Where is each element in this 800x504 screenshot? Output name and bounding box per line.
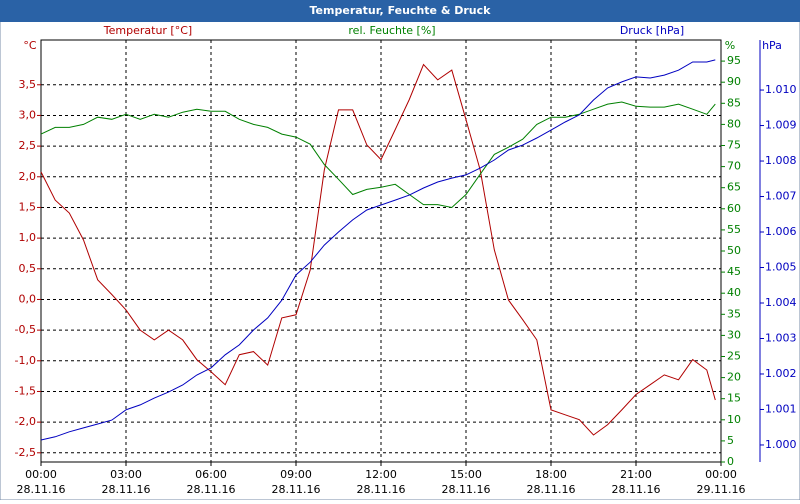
y2-tick-label: 25 (727, 350, 741, 363)
y2-tick-label: 10 (727, 413, 741, 426)
x-tick-label: 00:00 (25, 468, 57, 481)
x-tick-label: 06:00 (195, 468, 227, 481)
x-tick-date: 28.11.16 (187, 483, 236, 496)
y2-tick-label: 60 (727, 202, 741, 215)
y3-tick-label: 1.006 (765, 225, 797, 238)
y2-tick-label: 80 (727, 117, 741, 130)
y-tick-label: 1,0 (19, 231, 37, 244)
y-tick-label: 0,0 (19, 292, 37, 305)
y2-tick-label: 65 (727, 181, 741, 194)
y2-tick-label: 95 (727, 54, 741, 67)
x-tick-label: 15:00 (450, 468, 482, 481)
y-tick-label: -2,5 (15, 446, 36, 459)
title-bar (0, 0, 800, 22)
y2-tick-label: 55 (727, 223, 741, 236)
y2-tick-label: 70 (727, 160, 741, 173)
series-line (40, 101, 716, 209)
y-tick-label: 3,5 (19, 78, 37, 91)
y3-tick-label: 1.010 (765, 83, 797, 96)
x-tick-label: 12:00 (365, 468, 397, 481)
y2-tick-label: 85 (727, 96, 741, 109)
y2-unit: % (725, 39, 735, 52)
y3-tick-label: 1.004 (765, 296, 797, 309)
y-tick-label: -1,5 (15, 384, 36, 397)
y-tick-label: 3,0 (19, 108, 37, 121)
x-tick-date: 28.11.16 (612, 483, 661, 496)
y2-tick-label: 90 (727, 75, 741, 88)
y3-tick-label: 1.005 (765, 261, 797, 274)
x-tick-date: 28.11.16 (357, 483, 406, 496)
y3-tick-label: 1.007 (765, 190, 797, 203)
y3-unit: hPa (762, 39, 782, 52)
x-tick-date: 28.11.16 (17, 483, 66, 496)
x-tick-date: 28.11.16 (272, 483, 321, 496)
y2-tick-label: 15 (727, 392, 741, 405)
y2-tick-label: 35 (727, 307, 741, 320)
x-tick-label: 00:00 (705, 468, 737, 481)
y2-tick-label: 40 (727, 286, 741, 299)
y-tick-label: 0,5 (19, 262, 37, 275)
x-tick-date: 28.11.16 (102, 483, 151, 496)
y3-tick-label: 1.002 (765, 367, 797, 380)
y-tick-label: -2,0 (15, 415, 36, 428)
y2-tick-label: 45 (727, 265, 741, 278)
series-line (40, 63, 716, 436)
x-tick-label: 21:00 (620, 468, 652, 481)
legend-label: rel. Feuchte [%] (348, 24, 435, 37)
y3-tick-label: 1.009 (765, 119, 797, 132)
y-tick-label: -0,5 (15, 323, 36, 336)
y3-tick-label: 1.008 (765, 154, 797, 167)
y2-tick-label: 0 (727, 455, 734, 468)
y2-tick-label: 50 (727, 244, 741, 257)
x-tick-label: 03:00 (110, 468, 142, 481)
x-tick-label: 18:00 (535, 468, 567, 481)
x-tick-date: 28.11.16 (442, 483, 491, 496)
y-tick-label: 2,5 (19, 139, 37, 152)
y3-tick-label: 1.001 (765, 402, 797, 415)
y2-tick-label: 5 (727, 434, 734, 447)
x-tick-label: 09:00 (280, 468, 312, 481)
x-tick-date: 29.11.16 (697, 483, 746, 496)
y-tick-label: 1,5 (19, 200, 37, 213)
legend-label: Temperatur [°C] (103, 24, 192, 37)
y3-tick-label: 1.003 (765, 331, 797, 344)
y-tick-label: 2,0 (19, 170, 37, 183)
y-tick-label: -1,0 (15, 354, 36, 367)
series-line (40, 59, 716, 441)
y3-tick-label: 1.000 (765, 438, 797, 451)
y2-tick-label: 75 (727, 139, 741, 152)
y2-tick-label: 20 (727, 371, 741, 384)
y-unit: °C (23, 39, 37, 52)
legend-label: Druck [hPa] (620, 24, 684, 37)
x-tick-date: 28.11.16 (527, 483, 576, 496)
y2-tick-label: 30 (727, 328, 741, 341)
chart-title: Temperatur, Feuchte & Druck (310, 4, 492, 17)
